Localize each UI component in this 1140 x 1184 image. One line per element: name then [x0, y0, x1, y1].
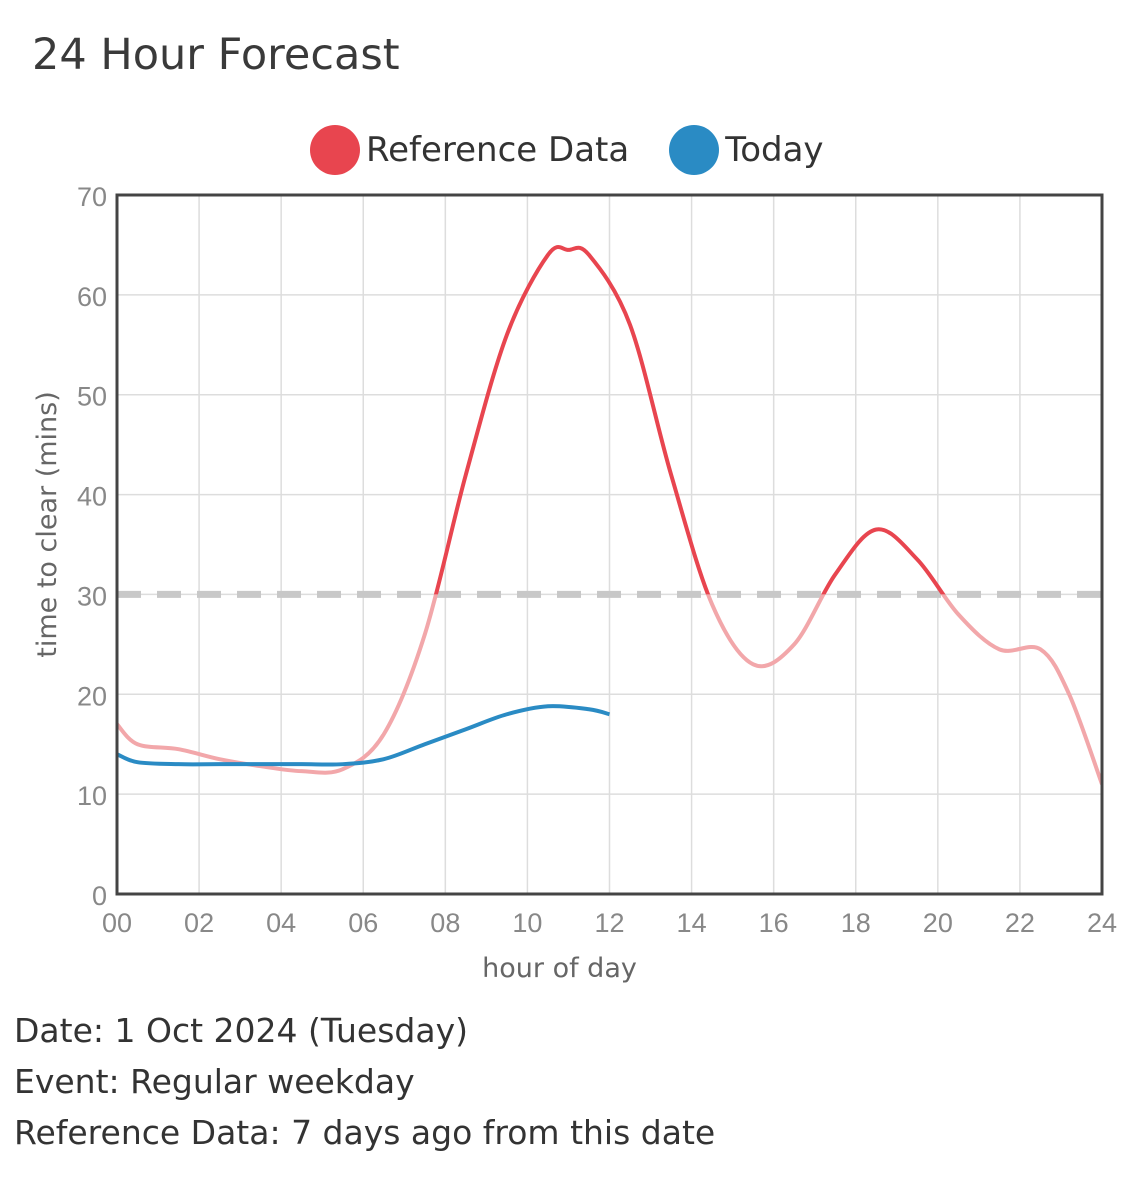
y-tick-label: 60 [77, 282, 107, 312]
plot-frame [115, 193, 1104, 896]
x-tick-label: 16 [759, 908, 789, 938]
legend-label-today: Today [725, 130, 824, 170]
x-tick-label: 20 [923, 908, 953, 938]
legend-label-reference: Reference Data [366, 130, 630, 170]
series-line-reference-above [433, 245, 946, 595]
x-tick-label: 04 [266, 908, 296, 938]
line-chart: 0 10 20 30 40 50 60 70 00 02 04 06 08 10 12 14 16 18 20 22 2… [32, 182, 1117, 984]
x-tick-label: 02 [184, 908, 214, 938]
legend-swatch-today [669, 125, 720, 175]
forecast-info: Date: 1 Oct 2024 (Tuesday) Event: Regula… [14, 1005, 715, 1158]
y-tick-label: 50 [77, 382, 107, 412]
y-tick-label: 20 [77, 681, 107, 711]
page-title: 24 Hour Forecast [32, 30, 400, 80]
y-tick-label: 70 [77, 182, 107, 212]
y-tick-label: 10 [77, 781, 107, 811]
x-tick-label: 14 [677, 908, 707, 938]
y-axis-label: time to clear (mins) [32, 391, 63, 658]
y-tick-label: 40 [77, 482, 107, 512]
series-line-today [116, 704, 611, 767]
x-tick-label: 12 [594, 908, 624, 938]
x-tick-label: 24 [1087, 908, 1117, 938]
legend-item-reference[interactable]: Reference Data [310, 125, 629, 175]
legend-swatch-reference [310, 125, 360, 175]
series-line-reference-below [117, 594, 1102, 785]
x-tick-label: 08 [430, 908, 460, 938]
info-date: Date: 1 Oct 2024 (Tuesday) [14, 1011, 468, 1050]
x-tick-label: 06 [348, 908, 378, 938]
info-reference: Reference Data: 7 days ago from this dat… [14, 1113, 716, 1152]
chart-legend: Reference Data Today [310, 122, 824, 178]
x-tick-label: 22 [1005, 908, 1035, 938]
x-tick-label: 10 [512, 908, 542, 938]
info-event: Event: Regular weekday [14, 1062, 415, 1101]
legend-item-today[interactable]: Today [669, 125, 824, 175]
x-tick-label: 00 [102, 908, 132, 938]
x-axis-label: hour of day [482, 953, 637, 984]
y-tick-label: 30 [77, 581, 107, 611]
y-tick-label: 0 [92, 881, 107, 911]
x-tick-label: 18 [841, 908, 871, 938]
